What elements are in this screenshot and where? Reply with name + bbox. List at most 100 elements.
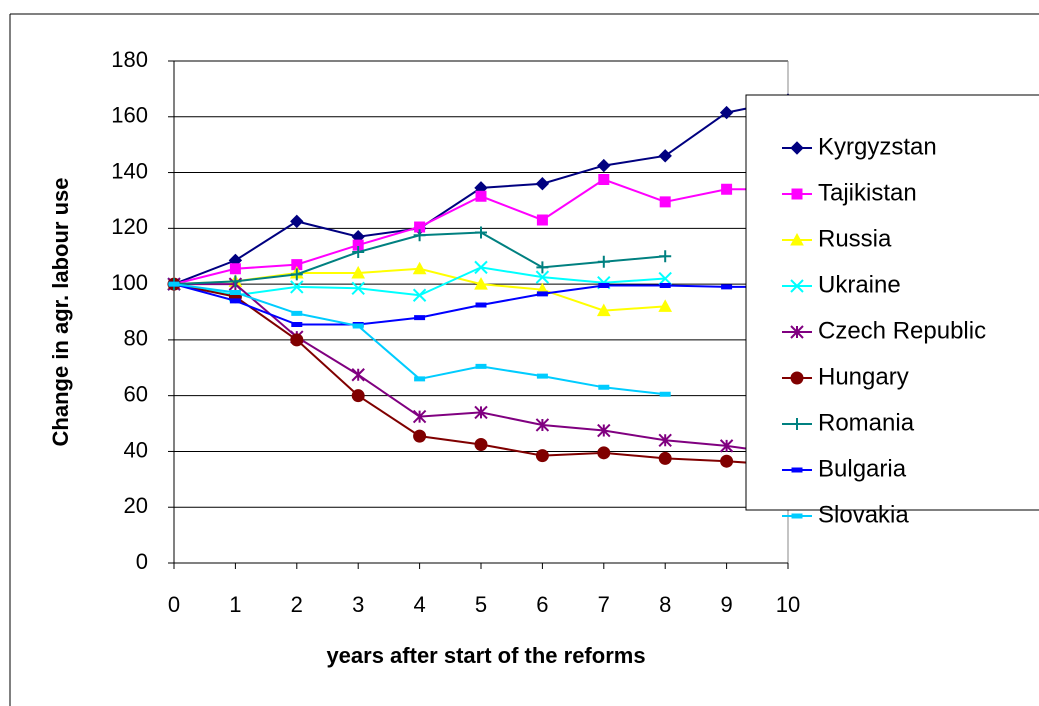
marker (290, 333, 304, 347)
marker (658, 299, 673, 312)
legend-label: Tajikistan (818, 179, 917, 206)
marker (351, 389, 365, 403)
marker (229, 298, 241, 304)
y-tick-label: 160 (111, 103, 148, 128)
marker (598, 174, 610, 186)
y-tick-label: 40 (124, 437, 148, 462)
marker (412, 409, 427, 424)
marker (291, 259, 303, 271)
legend-marker (791, 513, 803, 519)
x-tick-label: 0 (168, 592, 180, 617)
marker (229, 263, 241, 275)
marker (474, 260, 488, 275)
legend-marker (790, 232, 804, 246)
x-tick-label: 1 (229, 592, 241, 617)
marker (535, 449, 549, 463)
marker (536, 373, 548, 379)
marker (536, 261, 549, 274)
marker (535, 177, 550, 191)
legend-box (745, 94, 1039, 511)
legend-label: Romania (818, 409, 915, 436)
series-line (174, 283, 789, 456)
marker (596, 303, 611, 317)
marker (659, 250, 672, 263)
x-tick-label: 7 (598, 592, 610, 617)
x-tick-label: 10 (776, 592, 800, 617)
marker (720, 454, 734, 468)
marker (168, 281, 180, 287)
legend-marker (790, 141, 804, 155)
legend-label: Kyrgyzstan (818, 133, 937, 160)
y-tick-label: 0 (136, 549, 148, 574)
marker (658, 451, 672, 465)
legend-label: Hungary (818, 363, 909, 390)
legend-label: Slovakia (818, 501, 909, 528)
legend-marker (791, 467, 803, 473)
marker (414, 221, 426, 233)
x-tick-label: 3 (352, 592, 364, 617)
legend-marker (791, 188, 803, 200)
marker (352, 246, 365, 259)
marker (290, 280, 304, 294)
marker (475, 226, 487, 239)
marker (598, 384, 610, 390)
marker (351, 281, 365, 296)
marker (291, 322, 303, 328)
marker (290, 268, 303, 281)
marker (475, 190, 487, 202)
marker (597, 158, 611, 173)
marker (535, 270, 550, 284)
marker (290, 214, 304, 229)
marker (721, 284, 733, 290)
marker (598, 283, 610, 289)
y-tick-label: 20 (124, 493, 148, 518)
marker (658, 433, 672, 447)
legend-marker (790, 371, 804, 385)
marker (412, 261, 427, 275)
y-tick-label: 60 (124, 381, 148, 406)
legend-label: Bulgaria (818, 455, 907, 482)
x-axis-title: years after start of the reforms (326, 643, 645, 668)
legend-marker (790, 279, 804, 293)
y-axis-title: Change in agr. labour use (48, 178, 73, 447)
marker (597, 255, 610, 268)
y-tick-label: 140 (111, 158, 148, 183)
marker (351, 265, 366, 279)
marker (659, 391, 671, 397)
marker (474, 405, 488, 420)
y-tick-label: 180 (111, 47, 148, 72)
marker (658, 149, 672, 163)
marker (413, 429, 427, 443)
marker (659, 283, 671, 289)
x-tick-label: 9 (720, 592, 732, 617)
marker (291, 310, 303, 316)
marker (536, 291, 548, 297)
marker (414, 315, 426, 321)
marker (658, 271, 672, 286)
legend-label: Ukraine (818, 271, 901, 298)
marker (229, 289, 241, 295)
marker (721, 183, 733, 195)
x-tick-label: 4 (413, 592, 425, 617)
marker (719, 439, 734, 453)
x-tick-label: 8 (659, 592, 671, 617)
y-tick-label: 100 (111, 270, 148, 295)
marker (412, 288, 427, 302)
x-tick-label: 2 (291, 592, 303, 617)
legend-label: Russia (818, 225, 892, 252)
marker (352, 323, 364, 329)
legend-marker (790, 325, 804, 339)
marker (475, 363, 487, 369)
marker (719, 105, 734, 120)
marker (229, 275, 242, 288)
x-tick-label: 5 (475, 592, 487, 617)
marker (413, 229, 426, 242)
marker (351, 368, 365, 382)
marker (414, 376, 426, 382)
marker (475, 302, 487, 308)
legend-label: Czech Republic (818, 317, 986, 344)
y-tick-label: 80 (124, 326, 148, 351)
marker (536, 214, 548, 226)
marker (597, 423, 611, 438)
